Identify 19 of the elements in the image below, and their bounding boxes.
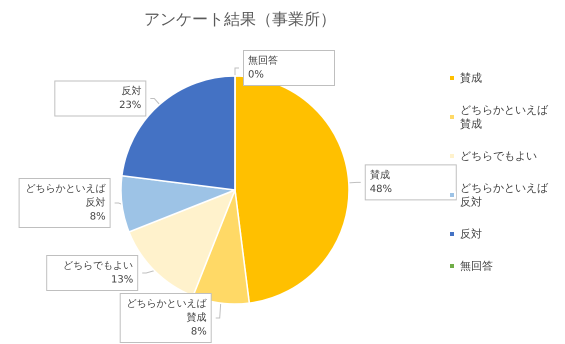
data-label: 13%: [110, 274, 134, 286]
legend-label: 反対: [460, 228, 482, 240]
chart-title: アンケート結果（事業所）: [144, 10, 336, 28]
slice-label: どちらでもよい: [63, 260, 134, 272]
slice-label: どちらかといえば賛成: [126, 298, 208, 324]
data-label: 48%: [370, 184, 392, 195]
legend-label: 無回答: [460, 260, 493, 272]
legend-label: 賛成: [460, 72, 482, 84]
data-label: 8%: [190, 326, 207, 338]
legend-label: どちらかといえば賛成: [460, 104, 549, 130]
slice-label: 反対: [121, 84, 142, 97]
category-label: 無回答: [248, 56, 278, 66]
legend-label: どちらでもよい: [460, 150, 537, 162]
data-label: 23%: [119, 100, 142, 111]
data-label: 8%: [90, 211, 106, 222]
legend-label: どちらかといえば反対: [460, 182, 549, 208]
slice-label: どちらかといえば反対: [26, 183, 107, 208]
slice-label: 賛成: [370, 168, 390, 181]
text: 0%: [248, 70, 264, 80]
